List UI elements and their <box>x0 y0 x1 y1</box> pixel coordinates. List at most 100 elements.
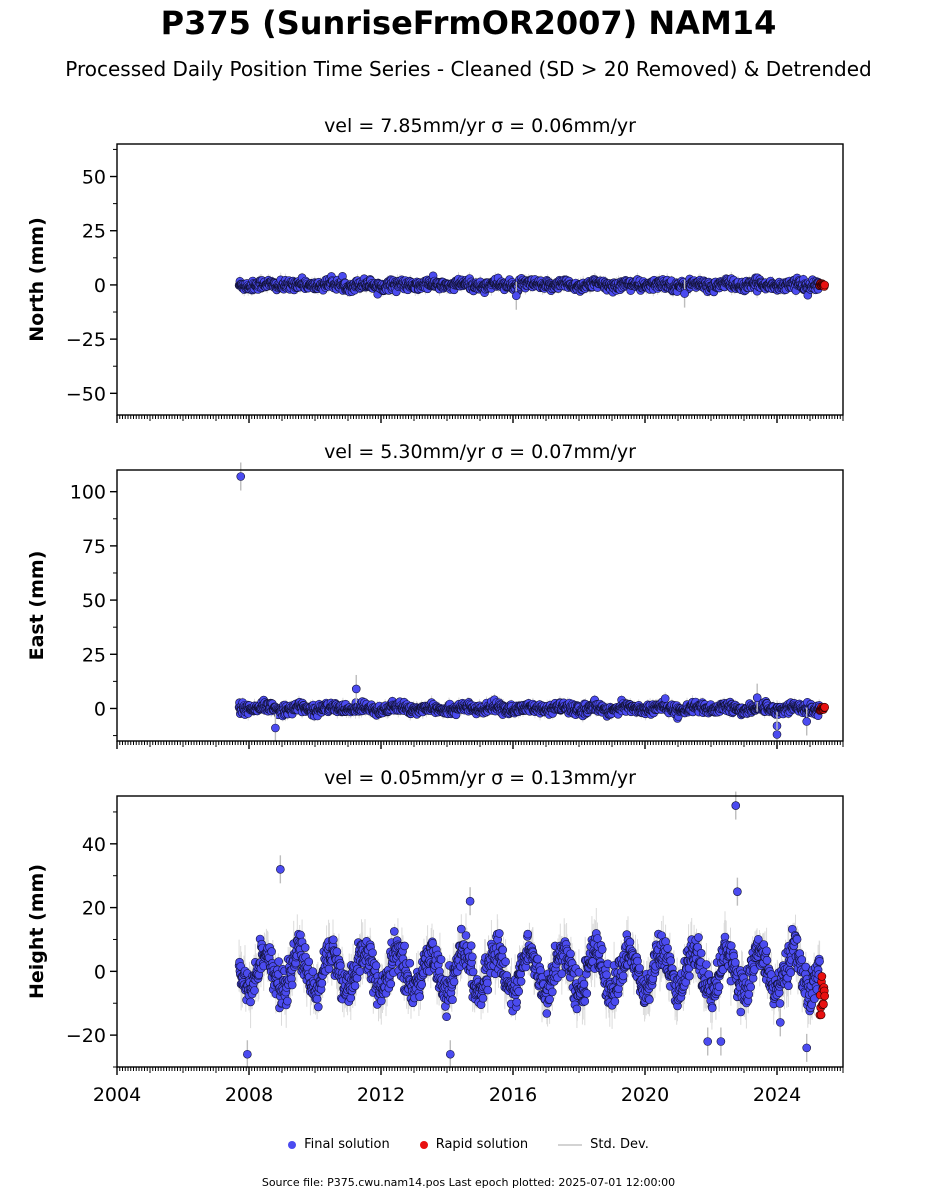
final-point <box>762 955 772 965</box>
final-point <box>483 978 492 988</box>
final-point <box>762 946 771 956</box>
outlier-point <box>511 291 521 301</box>
final-point <box>317 978 327 988</box>
y-tick-label: 50 <box>82 167 106 189</box>
final-point <box>545 995 554 1004</box>
final-point <box>645 995 654 1004</box>
final-point <box>702 960 711 969</box>
final-point <box>746 982 756 992</box>
final-point <box>775 999 785 1008</box>
final-point <box>287 980 297 990</box>
final-point <box>566 949 575 959</box>
final-point <box>336 961 345 971</box>
rapid-point <box>820 280 830 290</box>
final-point <box>685 971 694 981</box>
final-point <box>730 958 740 967</box>
outlier-point <box>351 684 361 694</box>
final-point <box>468 967 478 977</box>
final-solution-points-2 <box>234 694 824 723</box>
y-axis-label-2: East (mm) <box>26 551 48 661</box>
final-point <box>501 957 510 967</box>
final-point <box>368 948 377 958</box>
outlier-point <box>236 472 246 481</box>
final-point <box>792 934 802 944</box>
figure-title: P375 (SunriseFrmOR2007) NAM14 <box>160 4 777 42</box>
final-point <box>580 996 590 1006</box>
final-point <box>714 982 724 992</box>
y-tick-label: 50 <box>82 590 106 612</box>
final-point <box>461 931 471 940</box>
y-tick-label: 0 <box>94 698 106 720</box>
final-point <box>346 993 356 1003</box>
final-point <box>618 971 628 981</box>
outlier-point <box>802 717 812 726</box>
final-point <box>663 943 672 953</box>
outlier-point <box>680 289 689 298</box>
figure-subtitle: Processed Daily Position Time Series - C… <box>65 57 872 81</box>
y-tick-label: 0 <box>94 275 106 297</box>
final-point <box>572 1004 582 1014</box>
final-point <box>610 997 620 1006</box>
y-tick-label: 25 <box>82 221 106 243</box>
final-point <box>707 1003 717 1013</box>
final-point <box>304 957 314 967</box>
final-point <box>542 1009 552 1018</box>
final-point <box>386 979 396 989</box>
final-point <box>274 957 284 966</box>
final-point <box>300 943 310 952</box>
final-point <box>328 935 338 945</box>
final-point <box>797 955 807 965</box>
rapid-solution-points-1 <box>815 279 830 291</box>
y-tick-label: 100 <box>70 482 106 504</box>
panel-title-2: vel = 5.30mm/yr σ = 0.07mm/yr <box>324 441 636 463</box>
final-point <box>784 981 793 991</box>
final-point <box>786 968 796 977</box>
final-point <box>547 987 557 997</box>
final-point <box>498 945 508 955</box>
final-point <box>466 941 476 951</box>
final-point <box>514 987 524 996</box>
final-point <box>371 961 381 971</box>
final-point <box>597 945 607 954</box>
final-point <box>442 1012 451 1022</box>
outlier-point <box>271 723 280 733</box>
y-tick-label: −25 <box>66 329 106 351</box>
final-point <box>332 947 342 957</box>
final-point <box>694 933 703 942</box>
final-point <box>415 992 425 1002</box>
final-point <box>494 929 504 938</box>
final-point <box>666 956 676 966</box>
y-tick-label: −50 <box>66 383 106 405</box>
y-axis-label-3: Height (mm) <box>26 864 48 999</box>
final-point <box>389 927 399 936</box>
y-tick-label: 25 <box>82 644 106 666</box>
final-point <box>726 941 736 951</box>
final-point <box>417 980 427 989</box>
final-point <box>516 977 526 986</box>
rapid-point <box>820 702 830 712</box>
final-point <box>250 986 259 995</box>
final-point <box>579 979 589 989</box>
final-point <box>350 981 360 991</box>
final-point <box>376 996 386 1006</box>
final-point <box>296 930 305 940</box>
final-point <box>635 963 644 973</box>
final-point <box>449 977 459 987</box>
final-point <box>478 993 488 1003</box>
y-tick-label: 75 <box>82 536 106 558</box>
panel-title-1: vel = 7.85mm/yr σ = 0.06mm/yr <box>324 115 636 137</box>
final-point <box>436 955 446 964</box>
final-point <box>312 994 322 1004</box>
final-point <box>355 967 365 976</box>
final-point <box>744 989 754 999</box>
final-solution-points-1 <box>234 271 824 300</box>
final-point <box>512 997 522 1007</box>
final-point <box>313 1002 323 1012</box>
y-axis-label-1: North (mm) <box>26 217 48 342</box>
final-point <box>660 694 670 703</box>
final-point <box>582 989 592 998</box>
final-point <box>405 958 415 968</box>
final-point <box>400 941 409 951</box>
final-point <box>467 952 477 962</box>
